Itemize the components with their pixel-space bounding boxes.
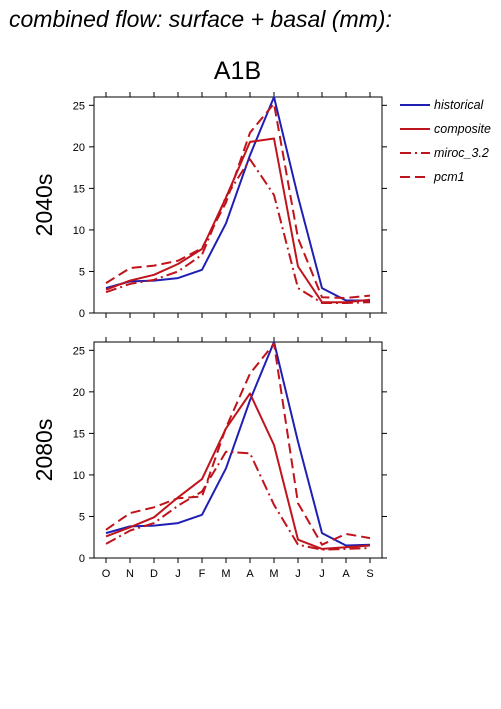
- x-tick-label: O: [102, 568, 111, 580]
- page-title: combined flow: surface + basal (mm):: [9, 6, 392, 32]
- y-tick-label: 10: [73, 470, 85, 482]
- series-line-historical: [105, 96, 370, 302]
- series-line-composite: [105, 137, 371, 304]
- y-tick-label: 5: [79, 511, 85, 523]
- y-tick-label: 15: [73, 183, 85, 195]
- y-tick-label: 20: [73, 142, 85, 154]
- series-line-miroc-3-2: [105, 450, 371, 551]
- y-axis-label: 2080s: [31, 419, 57, 482]
- legend-entry: historical: [434, 98, 485, 112]
- y-tick-label: 5: [79, 266, 85, 278]
- x-tick-label: M: [269, 568, 278, 580]
- y-tick-label: 0: [79, 553, 85, 565]
- chart-subtitle: A1B: [213, 57, 262, 85]
- x-tick-label: D: [150, 568, 158, 580]
- x-tick-label: S: [366, 568, 373, 580]
- y-tick-label: 15: [73, 428, 85, 440]
- x-tick-label: A: [246, 568, 254, 580]
- x-tick-label: M: [221, 568, 230, 580]
- series-line-composite: [105, 392, 371, 550]
- y-tick-label: 25: [73, 345, 85, 357]
- plot-frame: [93, 341, 383, 559]
- series-line-pcm1: [105, 102, 371, 299]
- y-tick-label: 10: [73, 225, 85, 237]
- x-tick-label: N: [126, 568, 134, 580]
- legend-entry: composite: [434, 122, 491, 136]
- legend-entry: pcm1: [433, 170, 465, 184]
- series-line-miroc-3-2: [105, 158, 371, 304]
- y-axis-label: 2040s: [31, 174, 57, 237]
- legend-entry: miroc_3.2: [434, 146, 489, 160]
- x-tick-label: J: [295, 568, 301, 580]
- x-tick-label: F: [199, 568, 206, 580]
- x-tick-label: J: [319, 568, 325, 580]
- x-tick-label: A: [342, 568, 350, 580]
- y-tick-label: 0: [79, 308, 85, 320]
- y-tick-label: 25: [73, 100, 85, 112]
- y-tick-label: 20: [73, 387, 85, 399]
- series-line-historical: [105, 341, 371, 547]
- x-tick-label: J: [175, 568, 181, 580]
- series-line-pcm1: [105, 342, 371, 546]
- plot-frame: [93, 96, 383, 314]
